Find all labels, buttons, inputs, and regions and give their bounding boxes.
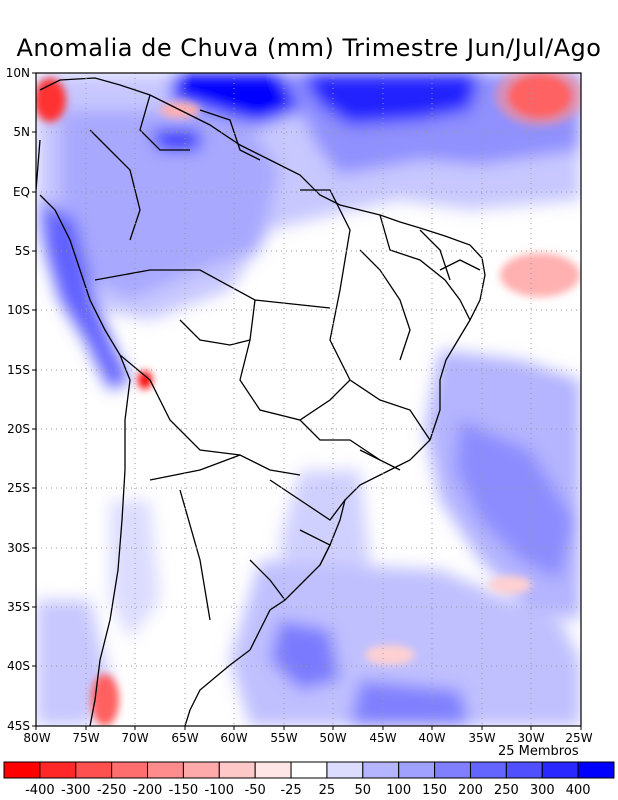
lon-label: 50W bbox=[319, 731, 346, 745]
lon-label: 25W bbox=[565, 731, 592, 745]
anomaly-field bbox=[36, 73, 581, 726]
lat-label: 25S bbox=[7, 481, 30, 495]
latitude-labels: 10N 5N EQ 5S 10S 15S 20S 25S 30S 35S 40S… bbox=[6, 66, 30, 733]
lon-label: 65W bbox=[171, 731, 198, 745]
lat-label: 5N bbox=[13, 125, 30, 139]
members-label: 25 Membros bbox=[498, 744, 579, 759]
colorbar-swatch bbox=[398, 761, 436, 779]
lon-label: 30W bbox=[517, 731, 544, 745]
precipitation-anomaly-map: 10N 5N EQ 5S 10S 15S 20S 25S 30S 35S 40S… bbox=[6, 66, 593, 745]
colorbar-swatch bbox=[111, 761, 149, 779]
lon-label: 80W bbox=[23, 731, 50, 745]
lon-label: 70W bbox=[121, 731, 148, 745]
colorbar-label: -200 bbox=[133, 783, 163, 798]
colorbar-label: -150 bbox=[169, 783, 199, 798]
colorbar-swatch bbox=[290, 761, 328, 779]
lat-label: 10S bbox=[7, 303, 30, 317]
colorbar-swatch bbox=[469, 761, 507, 779]
lon-label: 45W bbox=[369, 731, 396, 745]
colorbar-boxes bbox=[3, 761, 615, 779]
lat-label: 45S bbox=[7, 719, 30, 733]
lat-label: EQ bbox=[13, 185, 30, 199]
lat-label: 5S bbox=[15, 244, 30, 258]
lon-label: 55W bbox=[270, 731, 297, 745]
colorbar-label: -50 bbox=[245, 783, 266, 798]
longitude-labels: 80W 75W 70W 65W 60W 55W 50W 45W 40W 35W … bbox=[23, 731, 592, 745]
tick-marks bbox=[32, 72, 582, 730]
colorbar-label: 25 bbox=[319, 783, 336, 798]
colorbar: -400 -300 -250 -200 -150 -100 -50 -25 25 50 100 150… bbox=[3, 761, 615, 798]
lat-label: 15S bbox=[7, 363, 30, 377]
lat-label: 35S bbox=[7, 600, 30, 614]
colorbar-swatch bbox=[147, 761, 184, 779]
lat-label: 10N bbox=[6, 66, 30, 80]
lon-label: 75W bbox=[72, 731, 99, 745]
colorbar-label: 50 bbox=[355, 783, 372, 798]
colorbar-label: 150 bbox=[422, 783, 447, 798]
colorbar-swatch bbox=[326, 761, 364, 779]
colorbar-swatch bbox=[541, 761, 579, 779]
colorbar-swatch bbox=[577, 761, 615, 779]
lon-label: 40W bbox=[418, 731, 445, 745]
colorbar-labels: -400 -300 -250 -200 -150 -100 -50 -25 25 50 100 150… bbox=[25, 783, 590, 798]
colorbar-swatch bbox=[75, 761, 113, 779]
colorbar-label: 400 bbox=[566, 783, 591, 798]
colorbar-label: 100 bbox=[386, 783, 411, 798]
colorbar-swatch bbox=[505, 761, 543, 779]
coastlines bbox=[36, 77, 486, 726]
graticule bbox=[36, 73, 581, 726]
colorbar-label: -400 bbox=[25, 783, 55, 798]
lat-label: 40S bbox=[7, 659, 30, 673]
colorbar-label: -25 bbox=[280, 783, 301, 798]
colorbar-swatch bbox=[3, 761, 41, 779]
colorbar-label: 300 bbox=[530, 783, 555, 798]
colorbar-swatch bbox=[434, 761, 471, 779]
colorbar-label: -250 bbox=[97, 783, 127, 798]
lon-label: 60W bbox=[220, 731, 247, 745]
colorbar-label: 250 bbox=[494, 783, 519, 798]
map-title: Anomalia de Chuva (mm) Trimestre Jun/Jul… bbox=[16, 34, 602, 62]
colorbar-swatch bbox=[254, 761, 292, 779]
colorbar-swatch bbox=[182, 761, 220, 779]
lon-label: 35W bbox=[468, 731, 495, 745]
colorbar-label: -100 bbox=[205, 783, 235, 798]
map-frame bbox=[35, 72, 582, 727]
lat-label: 20S bbox=[7, 422, 30, 436]
colorbar-label: 200 bbox=[458, 783, 483, 798]
lat-label: 30S bbox=[7, 541, 30, 555]
colorbar-swatch bbox=[218, 761, 256, 779]
colorbar-swatch bbox=[362, 761, 400, 779]
colorbar-swatch bbox=[39, 761, 77, 779]
colorbar-label: -300 bbox=[61, 783, 91, 798]
